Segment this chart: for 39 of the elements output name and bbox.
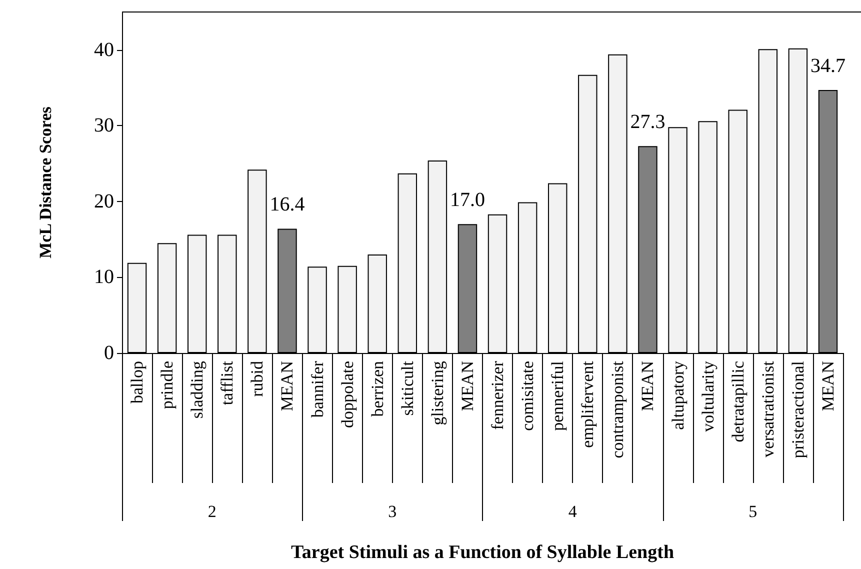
x-tick-label: sladding	[188, 360, 207, 419]
x-tick-label: doppolate	[338, 361, 357, 428]
x-tick-label: skiticult	[398, 360, 417, 416]
x-tick-label: voltularity	[698, 360, 718, 432]
x-tick-label: rubid	[248, 360, 267, 397]
data-label: 16.4	[270, 194, 305, 216]
x-tick-label: tafflist	[218, 360, 237, 406]
y-tick-label: 0	[104, 342, 114, 364]
x-tick-label: glistering	[428, 360, 447, 426]
x-tick-label: berrizen	[368, 360, 387, 417]
text: 2	[208, 502, 216, 521]
data-label: 27.3	[630, 111, 666, 134]
x-tick-label: penneriful	[548, 360, 568, 431]
text: 5	[748, 502, 758, 521]
x-tick-label: comisitate	[518, 361, 538, 431]
x-tick-label: altupatory	[668, 360, 688, 430]
x-tick-label: contramponist	[608, 360, 628, 458]
x-axis-title: Target Stimuli as a Function of Syllable Length	[290, 542, 674, 563]
x-tick-label: MEAN	[278, 361, 297, 412]
x-tick-label: versatrationist	[758, 360, 778, 458]
x-tick-label: detratapillic	[728, 360, 748, 442]
y-axis-title: McL Distance Scores	[36, 106, 55, 258]
y-tick-label: 20	[94, 190, 114, 212]
text: 3	[388, 502, 397, 521]
x-tick-label: MEAN	[458, 361, 477, 412]
y-tick-label: 40	[94, 38, 114, 61]
x-tick-label: MEAN	[818, 361, 838, 412]
x-tick-label: pristeractional	[788, 360, 808, 458]
y-tick-label: 10	[94, 266, 114, 288]
x-tick-label: emplifervent	[578, 360, 598, 448]
x-tick-label: fennerizer	[488, 360, 508, 430]
text: 4	[568, 502, 578, 521]
x-tick-label: bannifer	[308, 360, 327, 418]
x-tick-label: prindle	[158, 361, 177, 410]
y-tick-label: 30	[94, 114, 114, 137]
data-label: 17.0	[450, 189, 485, 212]
x-tick-label: MEAN	[638, 361, 658, 412]
data-label: 34.7	[810, 55, 846, 78]
x-tick-label: ballop	[128, 361, 147, 404]
